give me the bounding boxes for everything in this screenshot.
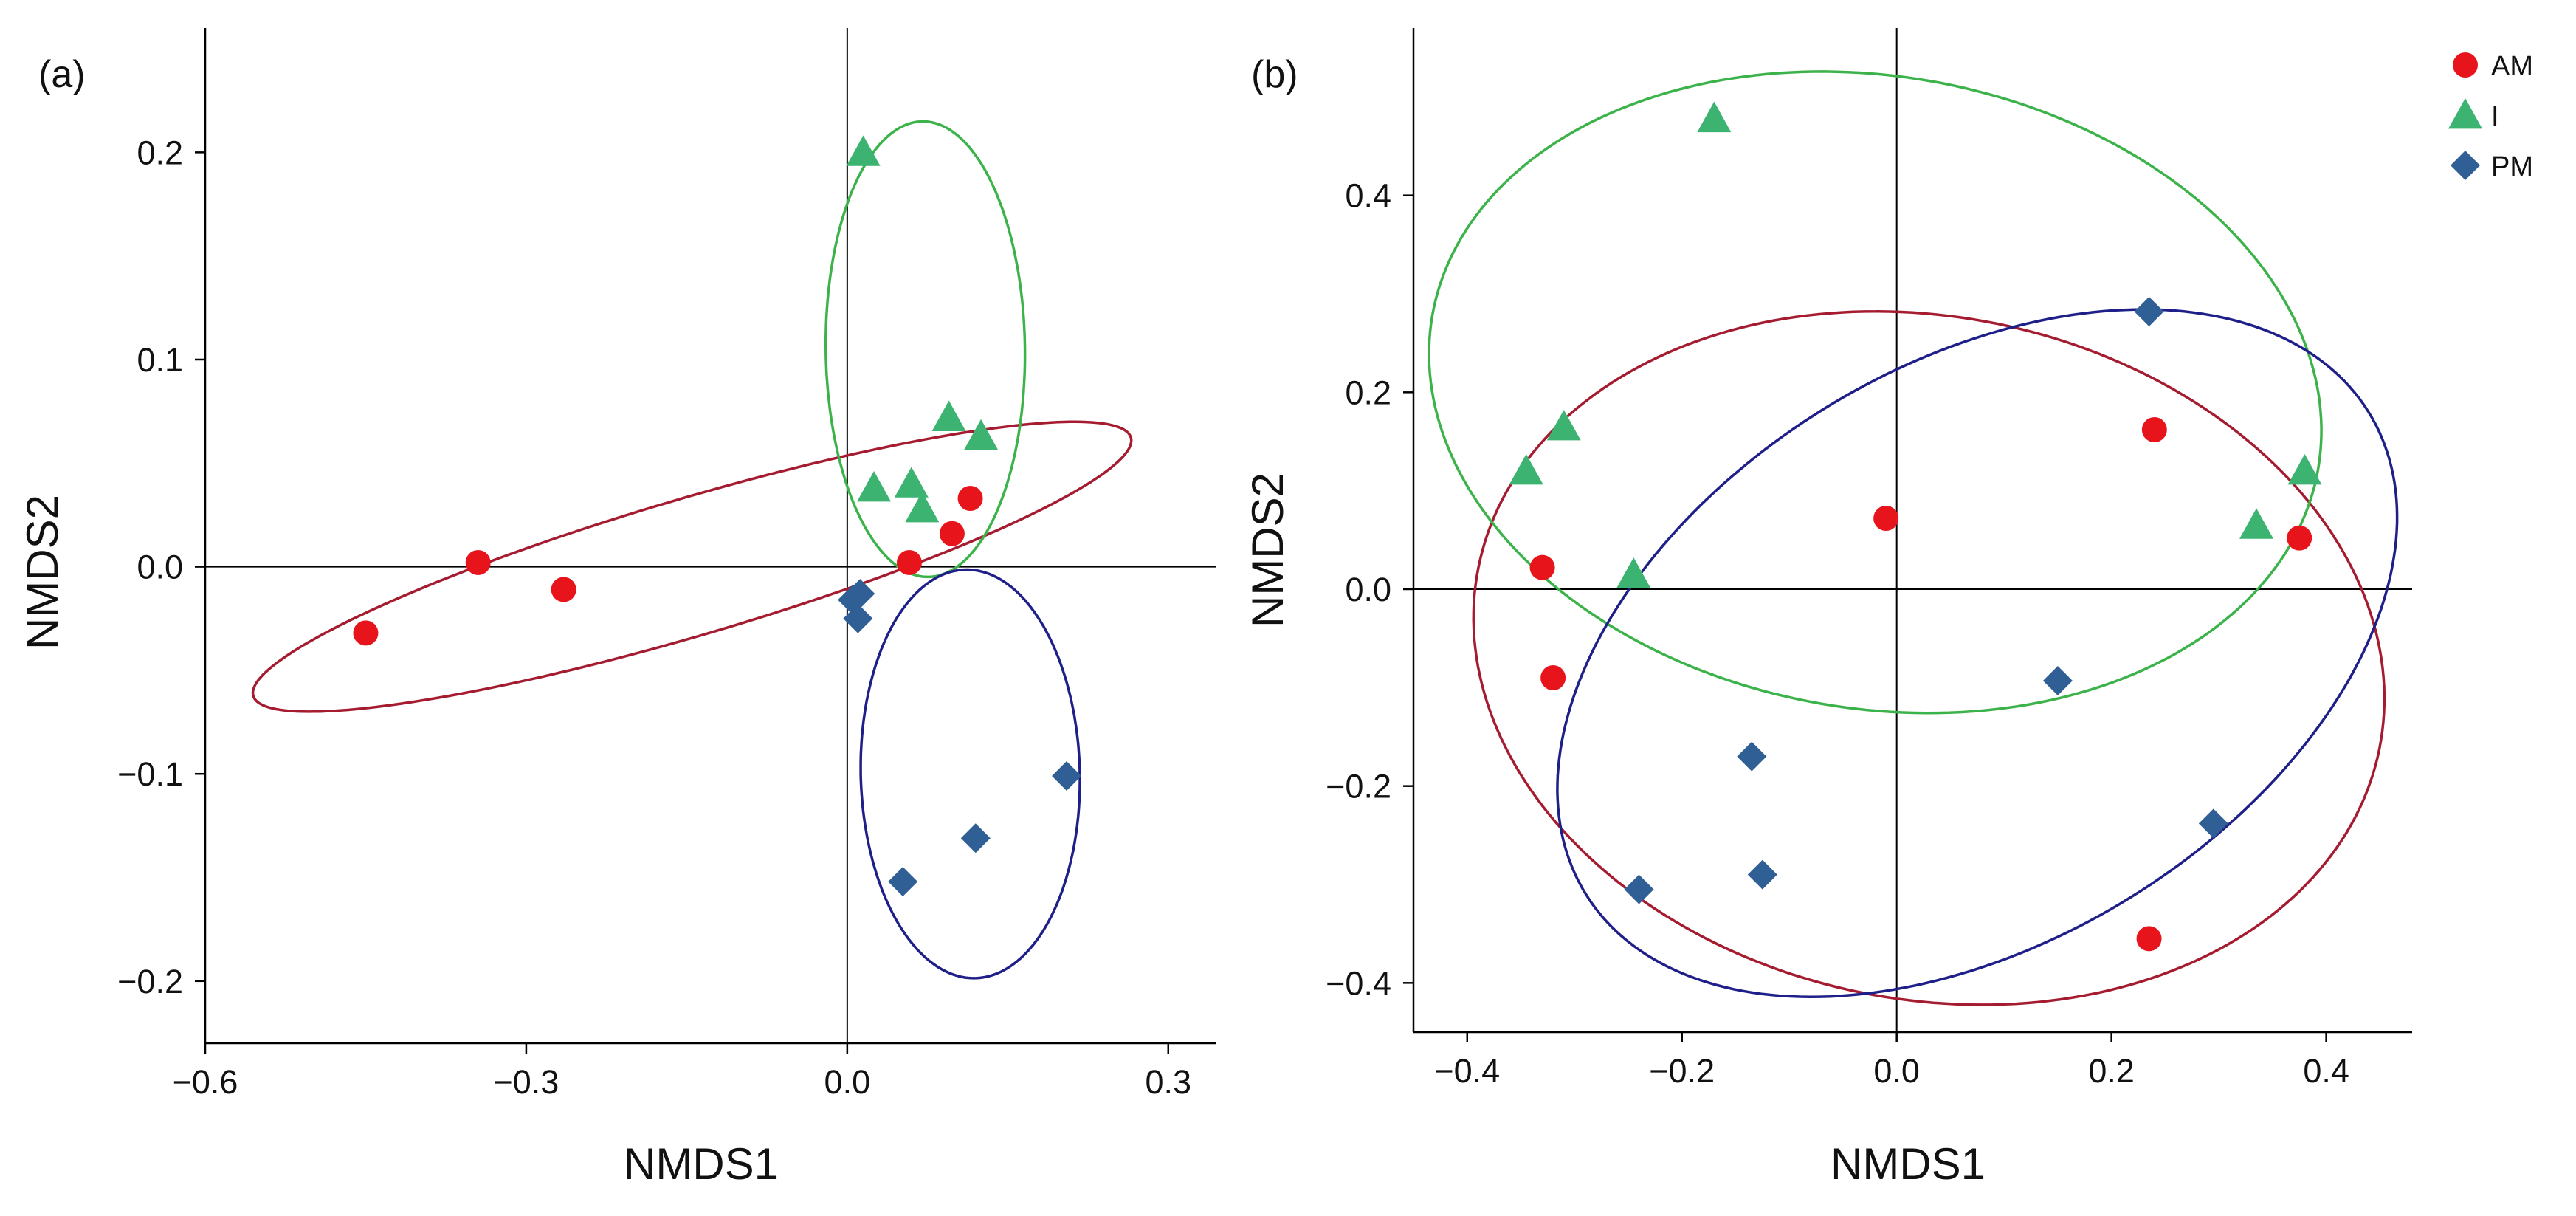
point-pm-3	[843, 603, 873, 633]
point-i-2	[857, 470, 892, 502]
legend-marker-am	[2453, 52, 2478, 78]
ellipse-layer	[1428, 70, 2399, 1006]
y-tick-label: −0.4	[1326, 964, 1391, 1002]
point-pm-1	[1624, 874, 1654, 904]
x-tick-label: 0.0	[824, 1063, 871, 1101]
series-pm	[1624, 297, 2228, 904]
point-am-3	[1873, 506, 1899, 531]
y-tick-label: −0.2	[117, 963, 183, 1000]
point-am-5	[2136, 926, 2162, 952]
legend-marker-i	[2448, 98, 2482, 129]
point-i-6	[964, 419, 999, 450]
point-pm-3	[1747, 859, 1777, 890]
point-pm-5	[2134, 297, 2164, 326]
point-am-1	[353, 620, 379, 646]
ellipse-i	[1428, 70, 2323, 715]
series-am	[353, 485, 983, 646]
point-i-4	[1697, 101, 1732, 133]
x-tick-label: 0.2	[2088, 1052, 2135, 1090]
panel-a-x-axis-title: NMDS1	[624, 1139, 779, 1189]
legend-label-am: AM	[2491, 51, 2533, 82]
point-i-1	[1509, 454, 1543, 485]
y-tick-label: 0.0	[1345, 571, 1391, 608]
legend-label-i: I	[2491, 101, 2499, 132]
x-tick-label: 0.3	[1145, 1063, 1191, 1101]
x-tick-label: −0.3	[493, 1063, 559, 1101]
point-am-3	[551, 577, 576, 602]
point-am-6	[2287, 525, 2312, 551]
point-am-2	[1540, 665, 1566, 690]
panel-a-plot: −0.6 −0.3 0.0 0.3 −0.2 −0.1 0.0 0.1 0.2	[117, 28, 1216, 1101]
series-i	[1509, 101, 2322, 588]
point-pm-4	[888, 867, 918, 897]
y-tick-label: −0.2	[1326, 768, 1391, 805]
point-am-6	[957, 485, 983, 511]
x-tick-label: −0.6	[173, 1063, 238, 1101]
point-i-4	[905, 492, 940, 523]
ellipse-pm	[859, 568, 1081, 980]
y-tick-label: 0.4	[1345, 177, 1391, 215]
point-pm-4	[2042, 666, 2073, 695]
panel-b-plot: −0.4 −0.2 0.0 0.2 0.4 −0.4 −0.2 0.0 0.2 0.4	[1326, 28, 2412, 1090]
x-tick-label: −0.2	[1649, 1052, 1715, 1090]
panel-b-x-axis-title: NMDS1	[1831, 1139, 1986, 1189]
ellipse-pm	[1556, 308, 2399, 998]
series-pm	[838, 579, 1082, 897]
y-tick-label: −0.1	[117, 755, 183, 793]
panel-b-y-axis-title: NMDS2	[1243, 473, 1292, 628]
point-i-6	[2287, 454, 2322, 485]
panel-b-label: (b)	[1251, 53, 1298, 96]
point-i-1	[846, 135, 881, 166]
legend-marker-pm	[2451, 151, 2480, 180]
point-pm-5	[960, 823, 991, 853]
point-i-2	[1546, 410, 1581, 441]
point-pm-2	[845, 579, 875, 609]
panel-a: (a) −0.6 −0.3 0.0 0.3 −0.2 −0.1 0.0 0.1 0.2 NMDS…	[18, 28, 1216, 1189]
panel-b: (b) −0.4 −0.2 0.0 0.2 0.4 −0.4 −0.2 0.0 0.2 0.4 N…	[1243, 28, 2412, 1189]
point-am-1	[1529, 554, 1555, 580]
point-i-5	[931, 400, 966, 431]
point-am-5	[939, 521, 965, 546]
ellipse-layer	[251, 120, 1133, 980]
x-tick-label: −0.4	[1434, 1052, 1500, 1090]
y-tick-label: 0.2	[137, 134, 183, 171]
legend: AM I PM	[2448, 51, 2533, 182]
point-am-4	[2141, 417, 2167, 442]
point-am-2	[465, 549, 491, 575]
point-i-3	[894, 467, 929, 498]
y-tick-label: 0.0	[137, 549, 183, 586]
y-tick-label: 0.1	[137, 341, 183, 379]
legend-label-pm: PM	[2491, 151, 2533, 182]
panel-a-y-axis-title: NMDS2	[18, 495, 67, 650]
point-pm-6	[2198, 808, 2228, 839]
point-am-4	[896, 549, 922, 575]
y-tick-label: 0.2	[1345, 374, 1391, 411]
series-i	[846, 135, 999, 523]
ellipse-am	[1472, 310, 2386, 1006]
point-i-3	[1616, 557, 1651, 588]
ellipse-i	[824, 120, 1027, 579]
point-i-5	[2239, 508, 2274, 539]
series-am	[1529, 417, 2312, 952]
point-pm-6	[1052, 761, 1082, 791]
x-tick-label: 0.0	[1873, 1052, 1920, 1090]
panel-a-label: (a)	[38, 53, 86, 96]
x-tick-label: 0.4	[2303, 1052, 2349, 1090]
point-pm-2	[1737, 741, 1767, 772]
